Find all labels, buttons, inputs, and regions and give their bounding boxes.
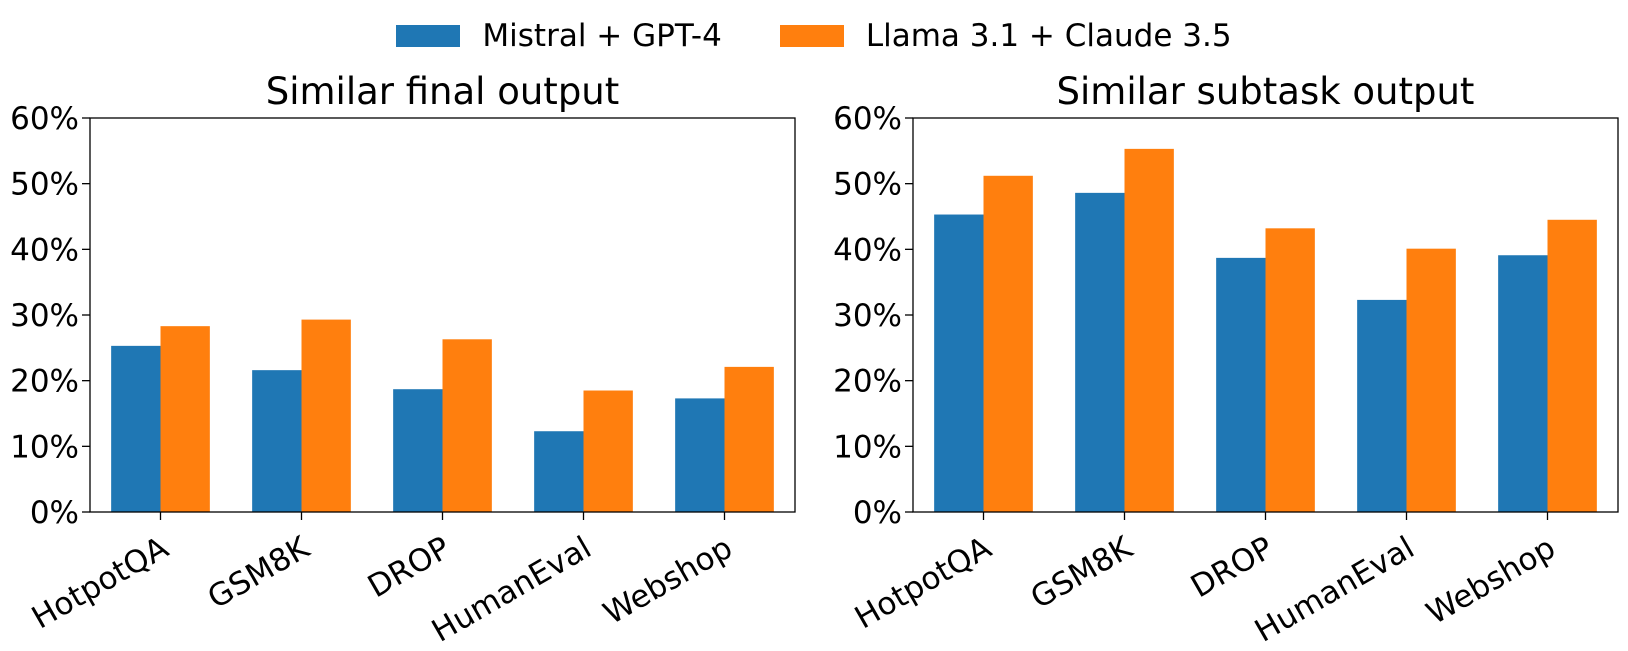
bar-llama-claude-drop	[1265, 228, 1315, 512]
bar-llama-claude-webshop	[724, 366, 774, 512]
y-tick-label: 10%	[833, 429, 902, 465]
legend-swatch-orange	[779, 25, 844, 47]
chart-title: Similar subtask output	[1057, 70, 1475, 113]
legend-label: Llama 3.1 + Claude 3.5	[865, 18, 1232, 54]
y-tick-label: 0%	[853, 495, 902, 531]
bar-mistral-gpt4-humaneval	[1357, 299, 1407, 512]
bar-llama-claude-drop	[442, 339, 492, 512]
bar-mistral-gpt4-drop	[393, 389, 443, 512]
y-tick-label: 50%	[10, 167, 79, 203]
x-tick-label: Webshop	[1420, 530, 1561, 632]
plot-frame	[89, 117, 796, 513]
y-tick-label: 20%	[833, 364, 902, 400]
x-tick-label: HumanEval	[1249, 530, 1421, 650]
y-tick-label: 30%	[10, 298, 79, 334]
x-tick-label: Webshop	[597, 530, 738, 632]
bar-mistral-gpt4-hotpotqa	[111, 345, 161, 512]
x-tick-label: HotpotQA	[849, 530, 998, 637]
bar-llama-claude-humaneval	[1406, 248, 1456, 512]
legend-label: Mistral + GPT-4	[482, 18, 722, 54]
x-tick-label: DROP	[1185, 530, 1280, 605]
y-tick-label: 20%	[10, 364, 79, 400]
x-tick-label: HumanEval	[426, 530, 598, 650]
y-tick-label: 60%	[833, 101, 902, 137]
legend: Mistral + GPT-4 Llama 3.1 + Claude 3.5	[0, 14, 1628, 58]
bar-mistral-gpt4-drop	[1216, 257, 1266, 512]
legend-swatch-blue	[396, 25, 461, 47]
bar-mistral-gpt4-gsm8k	[252, 370, 302, 512]
y-tick-label: 40%	[833, 232, 902, 268]
x-tick-label: HotpotQA	[26, 530, 175, 637]
y-tick-label: 40%	[10, 232, 79, 268]
bar-llama-claude-gsm8k	[1124, 148, 1174, 512]
bar-mistral-gpt4-gsm8k	[1075, 192, 1125, 513]
legend-item-llama-claude: Llama 3.1 + Claude 3.5	[779, 18, 1232, 54]
x-tick-label: GSM8K	[202, 529, 316, 616]
bar-llama-claude-hotpotqa	[983, 175, 1033, 512]
bar-mistral-gpt4-hotpotqa	[934, 214, 984, 512]
chart-title: Similar final output	[266, 70, 620, 113]
y-tick-label: 0%	[30, 495, 79, 531]
bar-mistral-gpt4-webshop	[675, 398, 725, 512]
bar-llama-claude-humaneval	[583, 390, 633, 512]
y-tick-label: 10%	[10, 429, 79, 465]
y-tick-label: 30%	[833, 298, 902, 334]
y-tick-label: 50%	[833, 167, 902, 203]
bar-llama-claude-gsm8k	[301, 319, 351, 512]
x-tick-label: GSM8K	[1025, 529, 1139, 616]
bar-mistral-gpt4-webshop	[1498, 255, 1548, 512]
bar-mistral-gpt4-humaneval	[534, 431, 584, 512]
x-tick-label: DROP	[362, 530, 457, 605]
y-tick-label: 60%	[10, 101, 79, 137]
bar-llama-claude-hotpotqa	[160, 326, 210, 512]
bar-llama-claude-webshop	[1547, 219, 1597, 513]
legend-item-mistral-gpt4: Mistral + GPT-4	[396, 18, 722, 54]
plot-frame	[912, 117, 1619, 513]
